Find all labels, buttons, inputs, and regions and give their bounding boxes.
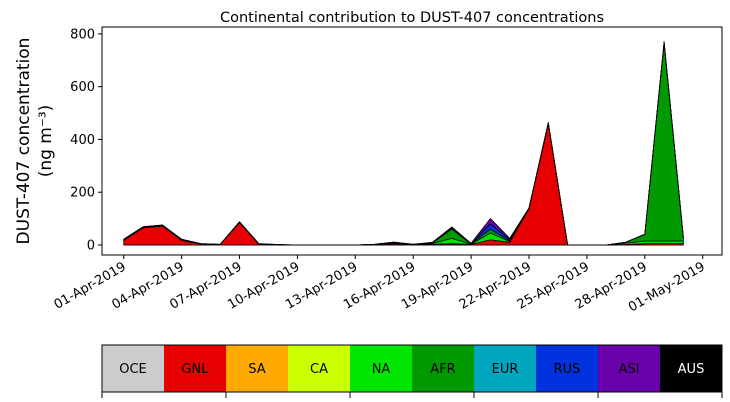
legend-label: GNL <box>181 362 209 377</box>
area <box>123 41 684 246</box>
area <box>123 42 684 246</box>
area <box>123 41 684 246</box>
legend-swatch <box>598 345 660 392</box>
legend-swatch <box>288 345 350 392</box>
y-tick-label: 0 <box>87 238 95 253</box>
legend-label: CA <box>310 362 328 377</box>
legend-label: EUR <box>492 362 519 377</box>
chart-title: Continental contribution to DUST-407 con… <box>220 10 604 26</box>
legend-swatch <box>412 345 474 392</box>
plot-frame <box>101 26 723 256</box>
y-axis-label: DUST-407 concentration <box>14 38 34 245</box>
legend-label: OCE <box>119 362 147 377</box>
y-tick-label: 800 <box>70 27 95 42</box>
legend-label: AFR <box>430 362 455 377</box>
y-axis-label: (ng m⁻³) <box>36 105 56 178</box>
area <box>123 123 684 246</box>
legend-label: ASI <box>619 362 640 377</box>
legend-swatch <box>660 345 722 392</box>
legend-label: AUS <box>678 362 705 377</box>
legend-swatch <box>536 345 598 392</box>
legend-swatch <box>350 345 412 392</box>
legend-swatch <box>164 345 226 392</box>
legend-label: SA <box>248 362 265 377</box>
area <box>123 123 684 246</box>
legend-swatch <box>226 345 288 392</box>
area <box>123 123 684 246</box>
area <box>123 123 684 246</box>
legend-frame <box>101 344 723 393</box>
legend-swatch <box>102 345 164 392</box>
y-tick-label: 400 <box>70 133 95 148</box>
y-tick-label: 200 <box>70 186 95 201</box>
y-tick-label: 600 <box>70 80 95 95</box>
legend-swatch <box>474 345 536 392</box>
area <box>123 41 684 246</box>
area <box>123 42 684 246</box>
legend-label: NA <box>372 362 391 377</box>
legend-label: RUS <box>554 362 581 377</box>
